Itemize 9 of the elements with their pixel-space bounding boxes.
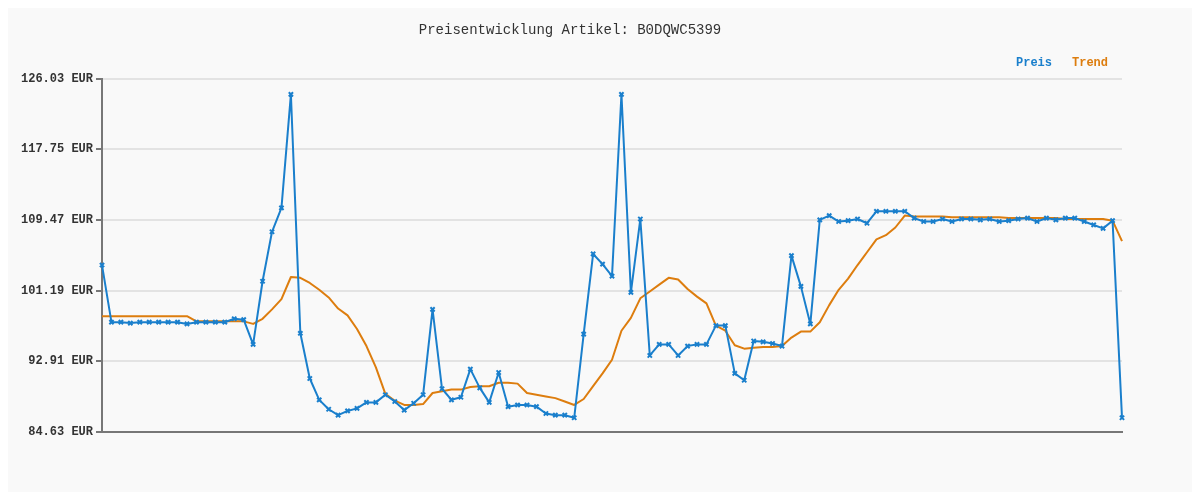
y-tick-label: 101.19 EUR [21, 283, 94, 298]
y-tick-label: 126.03 EUR [21, 71, 94, 86]
y-tick-label: 84.63 EUR [28, 425, 94, 440]
y-tick-label: 92.91 EUR [28, 354, 94, 369]
text: Preis [1015, 55, 1052, 70]
text: Trend [1071, 55, 1109, 70]
chart-title: Preisentwicklung Artikel: B0DQWC5399 [418, 22, 722, 39]
y-tick-label: 109.47 EUR [21, 213, 94, 228]
y-tick-label: 117.75 EUR [21, 142, 94, 157]
